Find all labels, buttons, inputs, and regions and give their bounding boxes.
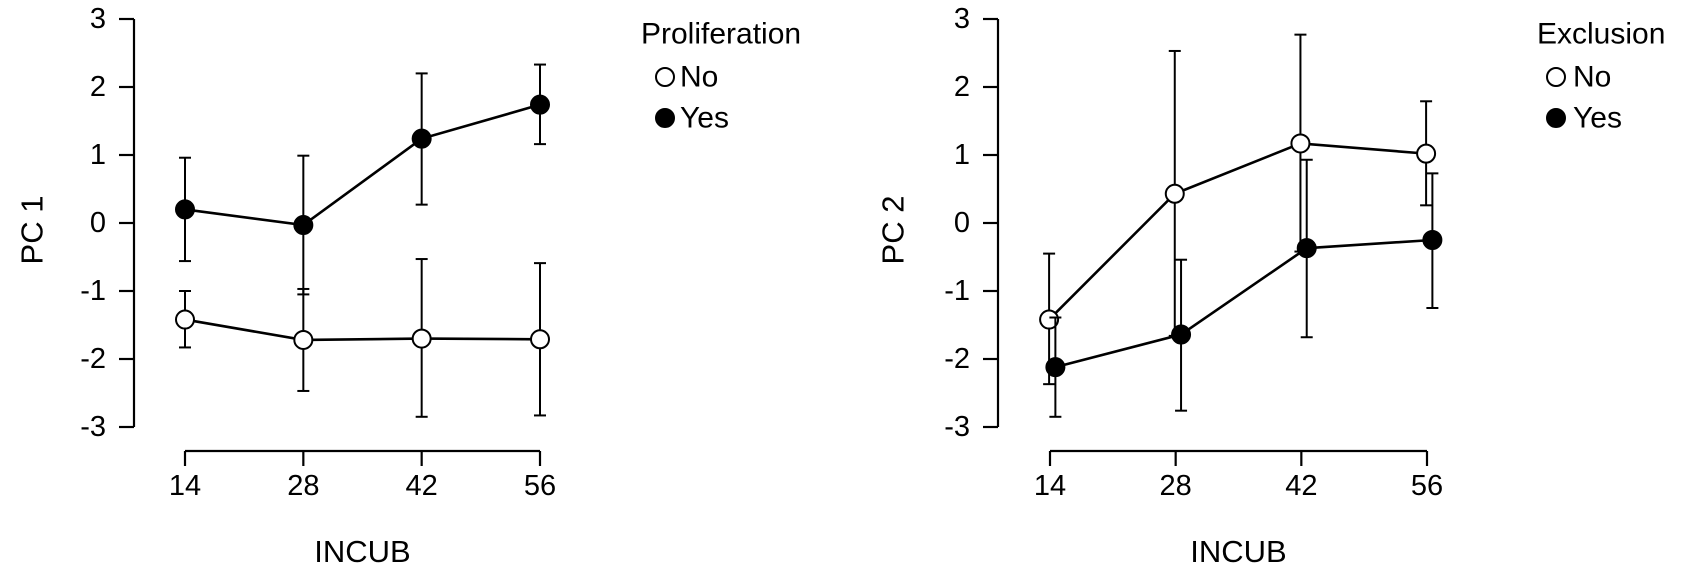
legend-label: No	[1573, 61, 1611, 94]
series-line	[1048, 142, 1427, 321]
series-line	[1055, 238, 1433, 369]
legend: Exclusion No Yes	[1537, 18, 1665, 135]
legend-title: Exclusion	[1537, 18, 1665, 51]
y-tick-label: 2	[954, 71, 970, 103]
data-point	[1296, 238, 1317, 259]
data-point	[1290, 133, 1311, 154]
data-point	[1171, 324, 1192, 345]
y-tick-label: -3	[944, 411, 970, 443]
data-point	[1039, 309, 1060, 330]
series-no	[175, 258, 550, 418]
y-tick-label: -2	[944, 343, 970, 375]
data-point	[175, 309, 195, 330]
series-yes	[175, 63, 550, 296]
data-point	[411, 328, 432, 349]
legend: Proliferation No Yes	[641, 18, 801, 135]
x-tick-label: 42	[1285, 470, 1317, 502]
data-point	[1164, 183, 1185, 204]
y-tick-label: -3	[80, 411, 106, 443]
x-tick-label: 42	[406, 470, 438, 502]
series-no	[1039, 33, 1437, 386]
y-tick-label: 0	[954, 207, 970, 239]
series-line	[184, 103, 541, 227]
y-tick-label: 1	[954, 139, 970, 171]
x-axis-title: INCUB	[1190, 534, 1286, 568]
legend-marker	[655, 67, 675, 87]
y-tick-label: 2	[90, 71, 106, 103]
y-tick-label: 0	[90, 207, 106, 239]
y-tick-label: 1	[90, 139, 106, 171]
data-point	[411, 128, 432, 149]
x-tick-label: 14	[169, 470, 201, 502]
series-yes	[1045, 158, 1443, 418]
legend-title: Proliferation	[641, 18, 801, 51]
data-point	[530, 329, 550, 350]
data-point	[293, 215, 314, 236]
y-tick-label: -1	[944, 275, 970, 307]
legend-label: Yes	[680, 102, 729, 135]
x-tick-label: 14	[1034, 470, 1066, 502]
x-axis-title: INCUB	[314, 534, 410, 568]
legend-marker	[1546, 108, 1566, 128]
data-point	[175, 199, 195, 220]
legend-marker	[1546, 67, 1566, 87]
x-tick-label: 56	[1411, 470, 1443, 502]
legend-marker	[655, 108, 675, 128]
data-point	[1416, 143, 1437, 164]
x-tick-label: 56	[524, 470, 556, 502]
chart-panel-pc2: -3 -2 -1 0 1 2 3 14 28 42 56 INCUB PC 2 Exclusion No Ye…	[876, 3, 1666, 568]
y-axis-title: PC 1	[15, 196, 50, 265]
y-tick-label: -2	[80, 343, 106, 375]
chart-panel-pc1: -3 -2 -1 0 1 2 3 14 28 42 56 INCUB PC 1 Proliferation…	[15, 3, 802, 568]
legend-label: No	[680, 61, 718, 94]
y-axis-title: PC 2	[876, 196, 911, 265]
legend-label: Yes	[1573, 102, 1622, 135]
x-tick-label: 28	[1160, 470, 1192, 502]
x-tick-label: 28	[287, 470, 319, 502]
data-point	[1045, 357, 1066, 378]
data-point	[530, 94, 550, 115]
y-tick-label: 3	[954, 3, 970, 35]
data-point	[293, 329, 314, 350]
series-line	[184, 318, 541, 342]
y-tick-label: 3	[90, 3, 106, 35]
data-point	[1422, 230, 1443, 250]
y-tick-label: -1	[80, 275, 106, 307]
